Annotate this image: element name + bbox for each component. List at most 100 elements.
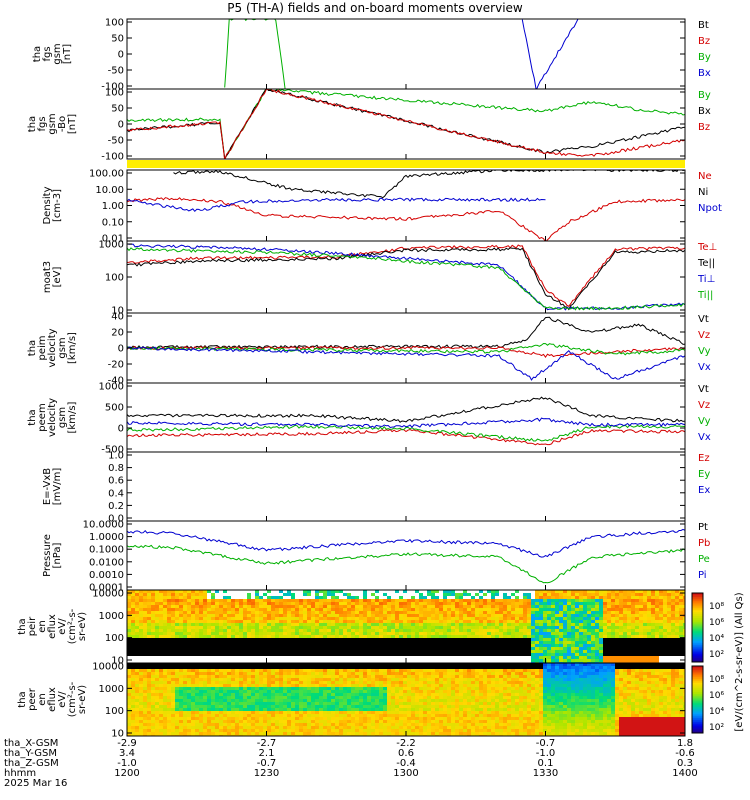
- spectrogram-cell: [559, 656, 564, 660]
- spectrogram-cell: [671, 641, 676, 645]
- spectrogram-cell: [327, 644, 332, 648]
- spectrogram-cell: [399, 641, 404, 645]
- spectrogram-cell: [619, 659, 624, 663]
- spectrogram-cell: [611, 617, 616, 621]
- spectrogram-cell: [143, 693, 148, 697]
- spectrogram-cell: [139, 596, 144, 600]
- spectrogram-cell: [343, 638, 348, 642]
- spectrogram-cell: [563, 599, 568, 603]
- spectrogram-cell: [243, 653, 248, 657]
- spectrogram-cell: [203, 653, 208, 657]
- spectrogram-cell: [243, 684, 248, 688]
- spectrogram-cell: [159, 714, 164, 718]
- spectrogram-cell: [471, 623, 476, 627]
- spectrogram-cell: [319, 608, 324, 612]
- spectrogram-cell: [219, 614, 224, 618]
- spectrogram-cell: [647, 617, 652, 621]
- spectrogram-cell: [179, 735, 184, 736]
- spectrogram-cell: [299, 596, 304, 600]
- spectrogram-cell: [631, 620, 636, 624]
- spectrogram-cell: [399, 605, 404, 609]
- spectrogram-cell: [219, 708, 224, 712]
- spectrogram-cell: [359, 590, 364, 594]
- spectrogram-cell: [391, 629, 396, 633]
- spectrogram-cell: [303, 644, 308, 648]
- spectrogram-cell: [427, 617, 432, 621]
- spectrogram-cell: [635, 596, 640, 600]
- spectrogram-cell: [587, 641, 592, 645]
- spectrogram-cell: [459, 659, 464, 663]
- spectrogram-cell: [587, 605, 592, 609]
- spectrogram-cell: [127, 653, 132, 657]
- spectrogram-cell: [379, 590, 384, 594]
- spectrogram-cell: [423, 596, 428, 600]
- spectrogram-cell: [439, 602, 444, 606]
- spectrogram-cell: [343, 666, 348, 670]
- spectrogram-cell: [215, 726, 220, 730]
- spectrogram-cell: [595, 611, 600, 615]
- spectrogram-cell: [235, 656, 240, 660]
- spectrogram-cell: [655, 653, 660, 657]
- spectrogram-cell: [283, 669, 288, 673]
- spectrogram-cell: [419, 656, 424, 660]
- spectrogram-cell: [247, 732, 252, 736]
- spectrogram-cell: [219, 681, 224, 685]
- spectrogram-cell: [243, 702, 248, 706]
- spectrogram-cell: [419, 635, 424, 639]
- spectrogram-cell: [299, 632, 304, 636]
- spectrogram-cell: [475, 653, 480, 657]
- spectrogram-cell: [411, 656, 416, 660]
- spectrogram-cell: [347, 623, 352, 627]
- spectrogram-cell: [459, 611, 464, 615]
- spectrogram-cell: [143, 611, 148, 615]
- spectrogram-cell: [195, 678, 200, 682]
- spectrogram-cell: [539, 626, 544, 630]
- spectrogram-cell: [607, 641, 612, 645]
- spectrogram-cell: [283, 714, 288, 718]
- spectrogram-cell: [239, 723, 244, 727]
- spectrogram-cell: [311, 614, 316, 618]
- spectrogram-cell: [659, 617, 664, 621]
- spectrogram-cell: [291, 720, 296, 724]
- spectrogram-cell: [271, 711, 276, 715]
- spectrogram-cell: [179, 723, 184, 727]
- spectrogram-cell: [295, 666, 300, 670]
- spectrogram-cell: [659, 644, 664, 648]
- spectrogram-cell: [295, 705, 300, 709]
- spectrogram-cell: [679, 593, 684, 597]
- spectrogram-cell: [215, 729, 220, 733]
- spectrogram-cell: [619, 623, 624, 627]
- spectrogram-cell: [147, 599, 152, 603]
- spectrogram-cell: [339, 599, 344, 603]
- spectrogram-cell: [443, 605, 448, 609]
- spectrogram-cell: [387, 641, 392, 645]
- spectrogram-cell: [239, 599, 244, 603]
- spectrogram-cell: [251, 653, 256, 657]
- spectrogram-cell: [683, 641, 685, 645]
- spectrogram-cell: [263, 596, 268, 600]
- spectrogram-cell: [359, 617, 364, 621]
- spectrogram-cell: [147, 608, 152, 612]
- spectrogram-cell: [139, 608, 144, 612]
- spectrogram-cell: [619, 656, 624, 660]
- spectrogram-cell: [663, 614, 668, 618]
- spectrogram-cell: [151, 602, 156, 606]
- spectrogram-cell: [327, 711, 332, 715]
- spectrogram-cell: [415, 635, 420, 639]
- spectrogram-cell: [171, 629, 176, 633]
- spectrogram-cell: [147, 614, 152, 618]
- spectrogram-cell: [623, 614, 628, 618]
- spectrogram-cell: [603, 608, 608, 612]
- spectrogram-cell: [287, 717, 292, 721]
- spectrogram-cell: [195, 617, 200, 621]
- spectrogram-cell: [151, 593, 156, 597]
- spectrogram-cell: [219, 717, 224, 721]
- spectrogram-cell: [227, 699, 232, 703]
- spectrogram-cell: [515, 650, 520, 654]
- spectrogram-cell: [631, 623, 636, 627]
- spectrogram-cell: [651, 620, 656, 624]
- spectrogram-cell: [131, 632, 136, 636]
- spectrogram-cell: [159, 635, 164, 639]
- spectrogram-cell: [135, 620, 140, 624]
- spectrogram-cell: [491, 608, 496, 612]
